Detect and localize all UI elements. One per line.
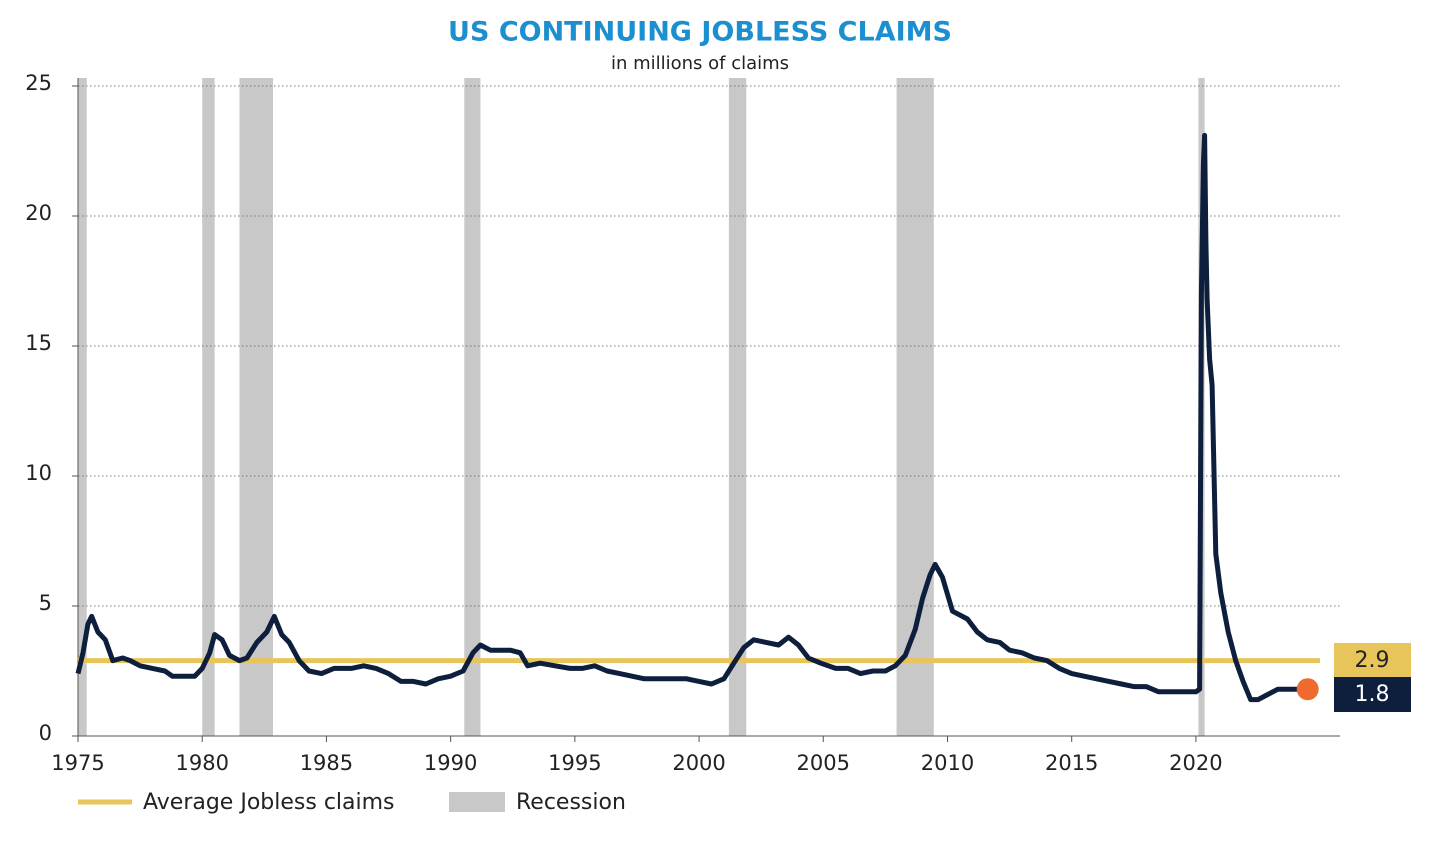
x-tick-label: 2005 <box>797 751 850 775</box>
latest-marker <box>1296 678 1319 701</box>
legend-label: Recession <box>516 790 626 815</box>
y-tick-label: 15 <box>25 331 52 355</box>
legend-label: Average Jobless claims <box>143 790 395 815</box>
latest-box <box>1334 677 1411 712</box>
x-tick-label: 1975 <box>51 751 104 775</box>
average-box <box>1334 643 1411 677</box>
x-tick-label: 1990 <box>424 751 477 775</box>
recession-band <box>78 78 87 736</box>
x-tick-label: 2010 <box>921 751 974 775</box>
x-tick-label: 2015 <box>1045 751 1098 775</box>
y-tick-label: 10 <box>25 461 52 485</box>
average-label: 2.9 <box>1355 648 1390 673</box>
recession-band <box>239 78 274 736</box>
x-tick-label: 1995 <box>548 751 601 775</box>
recession-band <box>202 78 215 736</box>
chart-title: US CONTINUING JOBLESS CLAIMS <box>448 17 952 48</box>
recession-band <box>896 78 934 736</box>
claims-line <box>75 132 1308 703</box>
y-tick-label: 5 <box>39 591 52 615</box>
x-tick-label: 2000 <box>672 751 725 775</box>
recession-band <box>728 78 747 736</box>
y-tick-label: 25 <box>25 71 52 95</box>
y-tick-label: 20 <box>25 201 52 225</box>
x-tick-label: 1980 <box>175 751 228 775</box>
x-tick-label: 1985 <box>300 751 353 775</box>
recession-band <box>464 78 481 736</box>
latest-label: 1.8 <box>1355 682 1390 707</box>
chart-subtitle: in millions of claims <box>611 53 789 74</box>
x-tick-label: 2020 <box>1169 751 1222 775</box>
legend-swatch <box>449 792 505 812</box>
y-tick-label: 0 <box>39 721 52 745</box>
